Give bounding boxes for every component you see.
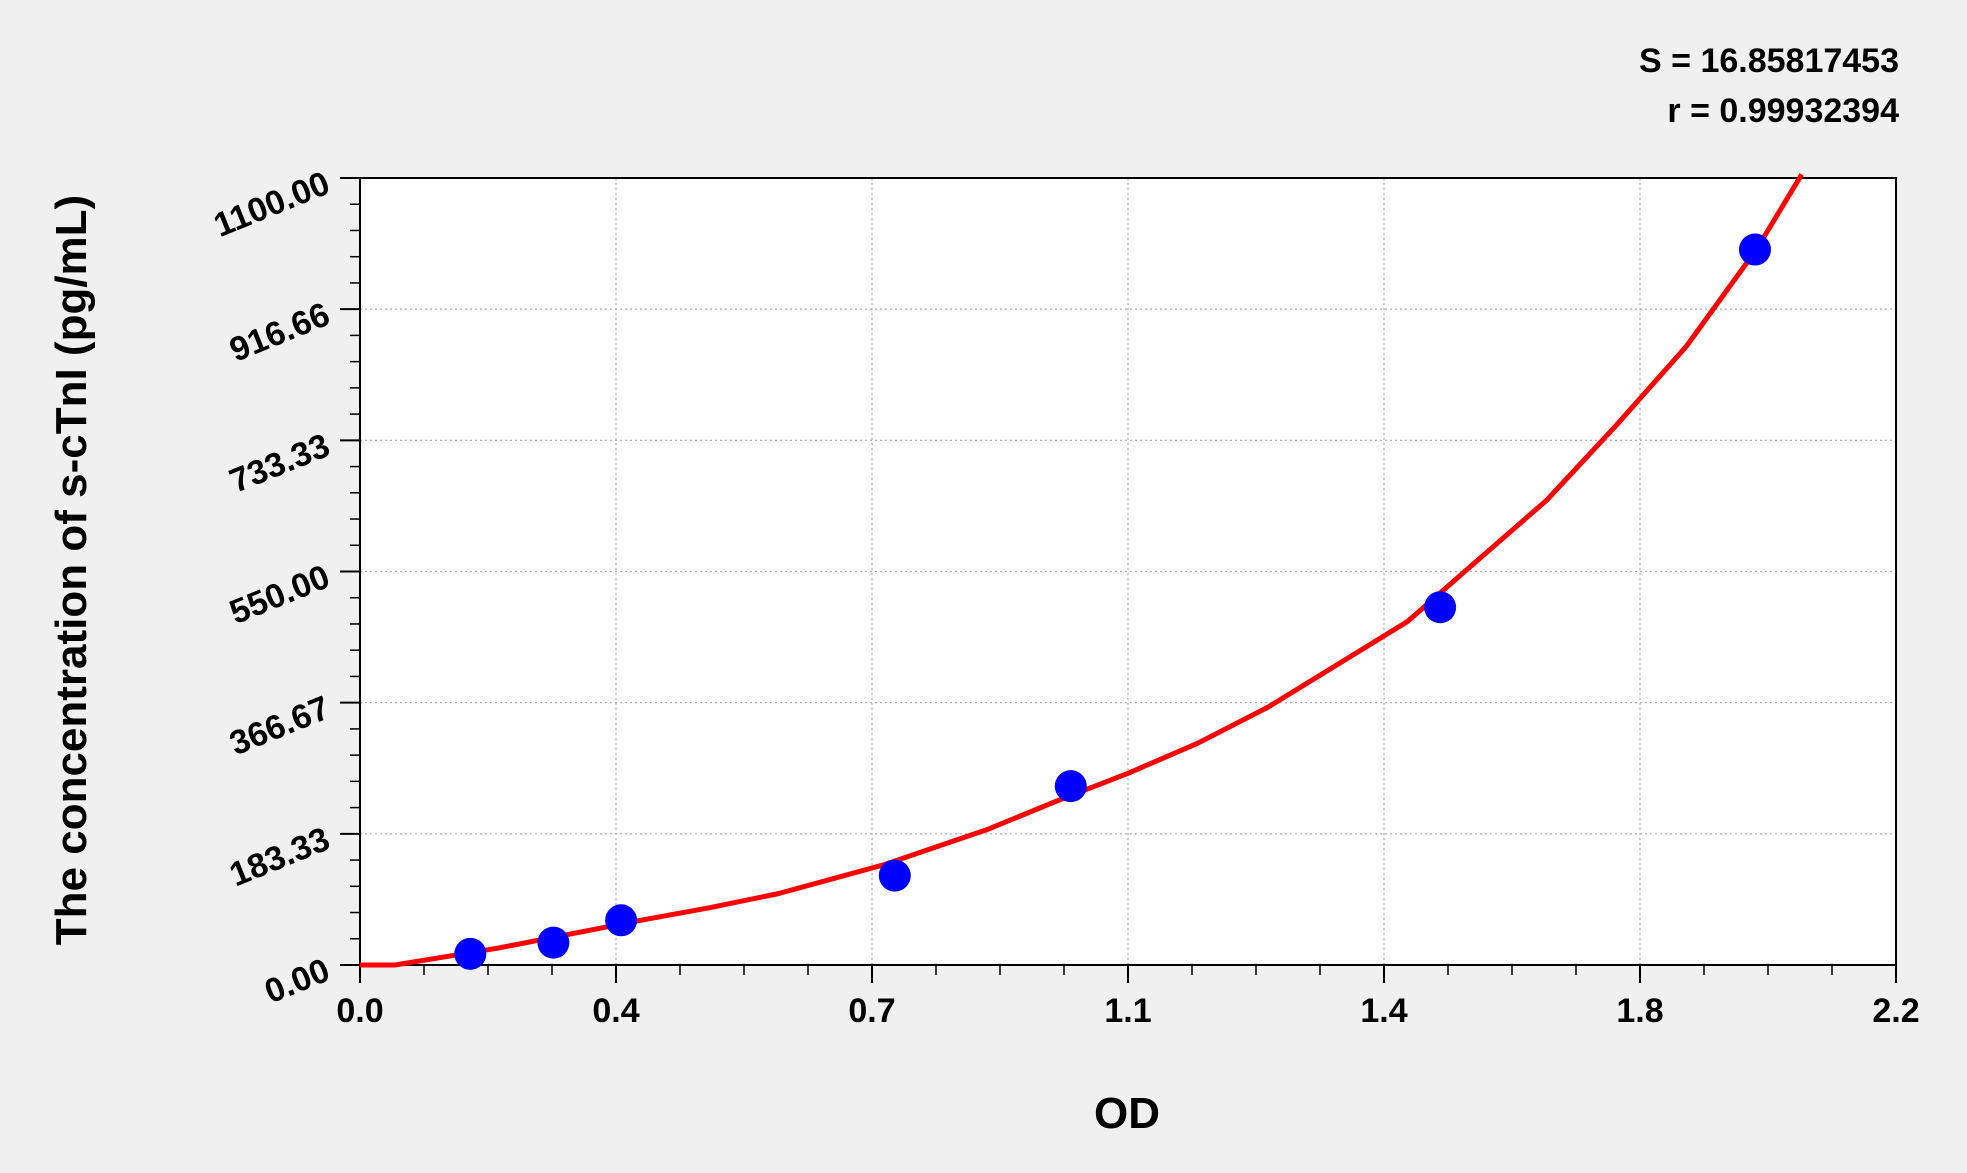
x-tick-label: 0.4	[592, 992, 639, 1030]
x-tick-label: 1.8	[1616, 992, 1663, 1030]
x-axis-label: OD	[1094, 1089, 1160, 1138]
r-statistic: r = 0.99932394	[1667, 92, 1899, 130]
data-point	[1054, 770, 1087, 803]
data-point	[878, 859, 911, 892]
data-point	[537, 926, 570, 959]
y-tick-label: 916.66	[224, 295, 335, 369]
y-axis-label: The concentration of s-cTnI (pg/mL)	[47, 195, 96, 945]
x-tick-label: 2.2	[1872, 992, 1919, 1030]
plot-frame	[359, 177, 1897, 966]
x-tick-label: 1.4	[1360, 992, 1407, 1030]
data-point	[1424, 591, 1457, 624]
y-tick-label: 550.00	[224, 558, 335, 632]
y-tick-label: 183.33	[224, 820, 335, 894]
data-point	[605, 904, 638, 937]
s-statistic: S = 16.85817453	[1639, 42, 1899, 80]
y-tick-label: 733.33	[224, 427, 335, 501]
y-tick-label: 0.00	[259, 951, 335, 1011]
x-tick-label: 1.1	[1104, 992, 1151, 1030]
data-point	[1738, 233, 1771, 266]
y-tick-label: 1100.00	[209, 164, 335, 245]
x-tick-label: 0.7	[848, 992, 895, 1030]
fit-curve-line	[360, 173, 1804, 968]
x-tick-label: 0.0	[336, 992, 383, 1030]
data-point	[454, 937, 487, 970]
y-tick-label: 366.67	[224, 689, 335, 763]
